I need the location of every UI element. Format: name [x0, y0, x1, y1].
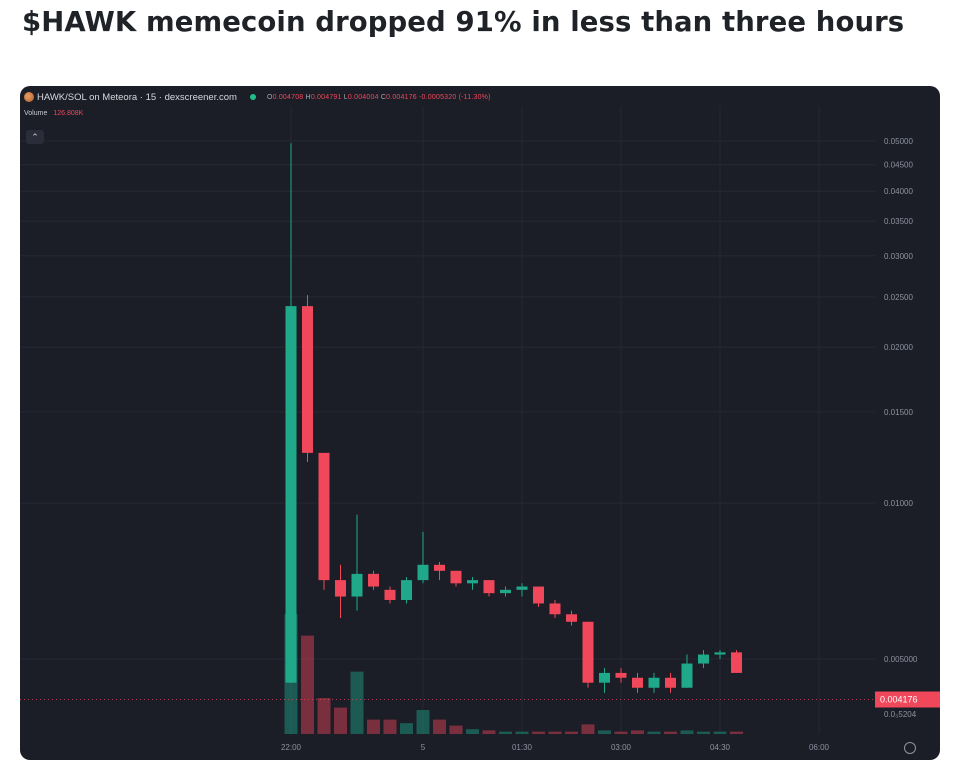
candle-body: [632, 677, 643, 688]
candle-body: [698, 654, 709, 664]
candle-body: [467, 580, 478, 584]
volume-bar: [697, 731, 710, 734]
volume-bar: [334, 707, 347, 734]
volume-bar: [730, 731, 743, 734]
candle-body: [714, 652, 726, 655]
candle-body: [434, 564, 445, 571]
chart-header: HAWK/SOL on Meteora · 15 · dexscreener.c…: [24, 90, 491, 104]
candle-body: [500, 589, 511, 594]
volume-label: Volume: [24, 110, 48, 117]
pair-label: HAWK/SOL on Meteora · 15 · dexscreener.c…: [37, 91, 237, 103]
bottom-scale-label: 0.0₃5204: [884, 710, 917, 719]
settings-icon[interactable]: [904, 742, 916, 754]
y-tick-label: 0.04500: [884, 161, 913, 170]
candle-body: [450, 570, 462, 584]
y-tick-label: 0.01000: [884, 499, 913, 508]
candle-body: [483, 580, 495, 594]
candle-body: [401, 580, 412, 600]
live-dot-icon: [249, 94, 256, 100]
volume-bar: [449, 725, 463, 734]
candle-body: [417, 564, 429, 581]
volume-readout: Volume 126.808K: [24, 110, 83, 117]
volume-bar: [400, 723, 413, 734]
volume-bar: [466, 729, 479, 734]
y-tick-label: 0.05000: [884, 137, 913, 146]
volume-bar: [647, 731, 661, 734]
x-tick-label: 01:30: [512, 743, 533, 752]
x-tick-label: 22:00: [281, 743, 302, 752]
coin-icon: [24, 92, 34, 102]
volume-bar: [350, 671, 364, 734]
x-tick-label: 06:00: [809, 743, 830, 752]
candle-body: [731, 652, 742, 673]
collapse-chevron-icon[interactable]: ⌃: [26, 130, 44, 144]
candle-body: [681, 663, 693, 688]
volume-bar: [581, 724, 595, 734]
close-value: 0.004176: [386, 93, 417, 101]
change-value: -0.0005320 (-11.30%): [419, 93, 491, 101]
y-tick-label: 0.02000: [884, 343, 913, 352]
x-tick-label: 04:30: [710, 743, 731, 752]
candle-body: [549, 603, 561, 615]
candle-body: [615, 672, 627, 678]
candle-body: [599, 672, 610, 683]
candle-body: [516, 586, 528, 590]
volume-bar: [565, 731, 578, 734]
ohlc-readout: O0.004708 H0.004791 L0.004004 C0.004176 …: [266, 93, 491, 101]
volume-bar: [367, 719, 380, 734]
volume-bar: [383, 719, 397, 734]
last-price-badge: [875, 691, 940, 708]
volume-bar: [664, 731, 677, 734]
y-tick-label: 0.005000: [884, 655, 918, 664]
low-value: 0.004004: [347, 93, 379, 101]
volume-bar: [301, 635, 314, 734]
volume-bar: [631, 730, 644, 734]
volume-value: 126.808K: [53, 110, 84, 117]
candle-body: [665, 677, 676, 688]
volume-bar: [416, 710, 430, 734]
open-value: 0.004708: [272, 93, 304, 101]
headline: $HAWK memecoin dropped 91% in less than …: [22, 6, 905, 38]
candle-body: [351, 573, 363, 597]
volume-bar: [548, 731, 562, 734]
volume-bar: [614, 731, 628, 734]
volume-bar: [680, 730, 694, 734]
volume-bar: [598, 730, 611, 734]
volume-bar: [515, 731, 529, 734]
y-tick-label: 0.01500: [884, 408, 913, 417]
volume-bar: [317, 698, 331, 734]
y-tick-label: 0.04000: [884, 187, 913, 196]
high-value: 0.004791: [310, 93, 342, 101]
y-tick-label: 0.03500: [884, 217, 913, 226]
chart-canvas[interactable]: 0.05000 0.04500 0.04000 0.03500 0.03000 0.025…: [20, 86, 940, 760]
candle-body: [318, 452, 330, 581]
candle-body: [582, 621, 594, 683]
candle-body: [566, 614, 577, 622]
candle-body: [368, 573, 379, 587]
volume-bar: [532, 731, 545, 734]
last-price-label: 0.004176: [880, 695, 918, 705]
candle-body: [335, 580, 346, 597]
volume-bar: [499, 731, 512, 734]
volume-bar: [482, 730, 496, 734]
candle-body: [533, 586, 544, 604]
y-tick-label: 0.03000: [884, 252, 913, 261]
candle-body: [285, 306, 297, 683]
x-tick-label: 03:00: [611, 743, 632, 752]
volume-bar: [433, 719, 446, 734]
candle-body: [302, 306, 313, 453]
x-tick-label: 5: [421, 743, 426, 752]
y-tick-label: 0.02500: [884, 293, 913, 302]
volume-bar: [713, 731, 727, 734]
candle-body: [384, 589, 396, 600]
candle-body: [648, 677, 660, 688]
price-chart[interactable]: 0.05000 0.04500 0.04000 0.03500 0.03000 0.025…: [20, 86, 940, 760]
